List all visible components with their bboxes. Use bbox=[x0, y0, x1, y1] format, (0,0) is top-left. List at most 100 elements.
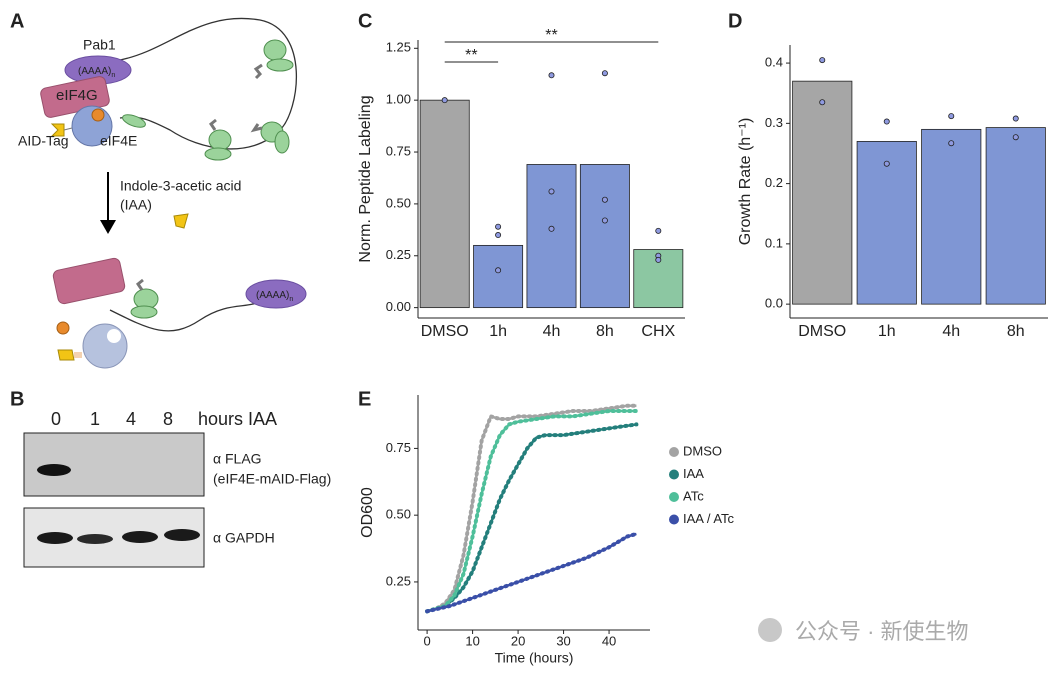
linker bbox=[74, 352, 82, 358]
data-point bbox=[655, 256, 662, 263]
panel-label: D bbox=[728, 10, 742, 32]
mrna bbox=[119, 17, 298, 150]
data-point bbox=[548, 188, 555, 195]
mrna bbox=[109, 299, 261, 332]
ribosome bbox=[130, 278, 159, 319]
legend-swatch bbox=[669, 492, 679, 502]
aid-tag bbox=[50, 123, 65, 137]
arrowhead bbox=[100, 220, 116, 234]
x-tick-label: 8h bbox=[1007, 323, 1025, 340]
y-tick-label: 0.50 bbox=[386, 195, 411, 210]
lane-label: 8 bbox=[163, 409, 173, 429]
band bbox=[37, 532, 73, 544]
data-point bbox=[441, 97, 448, 104]
y-axis-label: Norm. Peptide Labeling bbox=[357, 95, 374, 262]
series-line bbox=[426, 532, 637, 613]
bar bbox=[526, 164, 577, 309]
diagram: (AAAA)n Pab1 eIF4G AID-Tag eIF4E Indole-… bbox=[18, 17, 307, 369]
x-tick-label: 1h bbox=[489, 323, 507, 340]
y-tick-label: 0.1 bbox=[765, 235, 783, 250]
bar bbox=[579, 164, 630, 309]
band bbox=[122, 531, 158, 543]
y-tick-label: 0.4 bbox=[765, 55, 783, 70]
series-line bbox=[426, 404, 637, 613]
data-point bbox=[548, 225, 555, 232]
y-tick-label: 0.50 bbox=[386, 507, 411, 522]
legend-label: IAA bbox=[683, 466, 704, 481]
western-blot: 0 1 4 8 hours IAA α FLAG (eIF4E-mAID-Fla… bbox=[23, 409, 331, 568]
x-tick-label: 4h bbox=[942, 323, 960, 340]
panel-label: B bbox=[10, 388, 24, 410]
watermark: 公众号 · 新使生物 bbox=[795, 619, 969, 644]
ribosome bbox=[250, 121, 290, 154]
lane-label: 0 bbox=[51, 409, 61, 429]
data-point bbox=[601, 217, 608, 224]
eif4g-label: eIF4G bbox=[56, 87, 98, 104]
antibody-label: α GAPDH bbox=[213, 530, 275, 546]
bar bbox=[792, 80, 853, 305]
legend-label: IAA / ATc bbox=[683, 511, 735, 526]
data-point bbox=[883, 160, 890, 167]
x-tick-label: 30 bbox=[556, 633, 570, 648]
lanes-title: hours IAA bbox=[198, 409, 277, 429]
antibody-sub: (eIF4E-mAID-Flag) bbox=[213, 471, 331, 487]
data-point bbox=[548, 72, 555, 79]
data-point bbox=[883, 118, 890, 125]
x-tick-label: 1h bbox=[878, 323, 896, 340]
linker bbox=[63, 127, 73, 131]
watermark-icon bbox=[758, 618, 782, 642]
legend-swatch bbox=[669, 514, 679, 525]
bar bbox=[419, 99, 470, 309]
cap bbox=[56, 321, 70, 335]
x-tick-label: 10 bbox=[465, 633, 479, 648]
ribosome bbox=[122, 114, 146, 128]
panel-label: A bbox=[10, 10, 24, 32]
y-tick-label: 1.25 bbox=[386, 40, 411, 55]
x-tick-label: CHX bbox=[641, 323, 675, 340]
series-line bbox=[426, 409, 637, 613]
data-point bbox=[1012, 115, 1019, 122]
bar bbox=[473, 244, 524, 309]
x-tick-label: 40 bbox=[602, 633, 616, 648]
eif4e bbox=[82, 323, 128, 369]
x-tick-label: 0 bbox=[423, 633, 430, 648]
y-tick-label: 1.00 bbox=[386, 92, 411, 107]
lane-label: 4 bbox=[126, 409, 136, 429]
data-point bbox=[655, 227, 662, 234]
data-point bbox=[819, 57, 826, 64]
data-point bbox=[601, 196, 608, 203]
series-line bbox=[426, 423, 637, 613]
band bbox=[164, 529, 200, 541]
band bbox=[37, 464, 71, 476]
x-tick-label: DMSO bbox=[421, 323, 469, 340]
eif4e-label: eIF4E bbox=[100, 133, 137, 149]
aid-tag bbox=[57, 349, 75, 361]
y-tick-label: 0.75 bbox=[386, 143, 411, 158]
y-tick-label: 0.3 bbox=[765, 115, 783, 130]
legend-swatch bbox=[669, 447, 679, 457]
band bbox=[77, 534, 113, 544]
x-axis-label: Time (hours) bbox=[495, 650, 574, 666]
ribosome bbox=[204, 118, 232, 161]
x-tick-label: DMSO bbox=[798, 323, 846, 340]
treatment-abbr: (IAA) bbox=[120, 197, 152, 213]
treatment-label: Indole-3-acetic acid bbox=[120, 178, 241, 194]
data-point bbox=[495, 267, 502, 274]
y-tick-label: 0.0 bbox=[765, 296, 783, 311]
significance-label: ** bbox=[545, 27, 557, 44]
data-point bbox=[1012, 134, 1019, 141]
y-tick-label: 0.2 bbox=[765, 175, 783, 190]
y-axis-label: Growth Rate (h⁻¹) bbox=[737, 118, 754, 246]
y-tick-label: 0.75 bbox=[386, 440, 411, 455]
data-point bbox=[601, 70, 608, 77]
data-point bbox=[495, 223, 502, 230]
polya-tail bbox=[245, 279, 307, 309]
data-point bbox=[948, 140, 955, 147]
bar bbox=[856, 141, 917, 305]
lane-label: 1 bbox=[90, 409, 100, 429]
y-tick-label: 0.25 bbox=[386, 247, 411, 262]
aid-label: AID-Tag bbox=[18, 133, 69, 149]
cap bbox=[91, 108, 105, 122]
panel-label: E bbox=[358, 388, 371, 410]
